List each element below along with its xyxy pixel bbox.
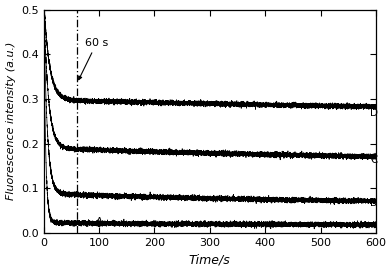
- Text: A: A: [96, 217, 103, 227]
- X-axis label: Time/s: Time/s: [189, 254, 231, 267]
- Y-axis label: Fluorescence intensity (a.u.): Fluorescence intensity (a.u.): [5, 42, 16, 200]
- Text: D: D: [370, 108, 378, 118]
- Text: 60 s: 60 s: [79, 38, 109, 80]
- Text: C: C: [370, 155, 378, 165]
- Text: B: B: [370, 198, 377, 208]
